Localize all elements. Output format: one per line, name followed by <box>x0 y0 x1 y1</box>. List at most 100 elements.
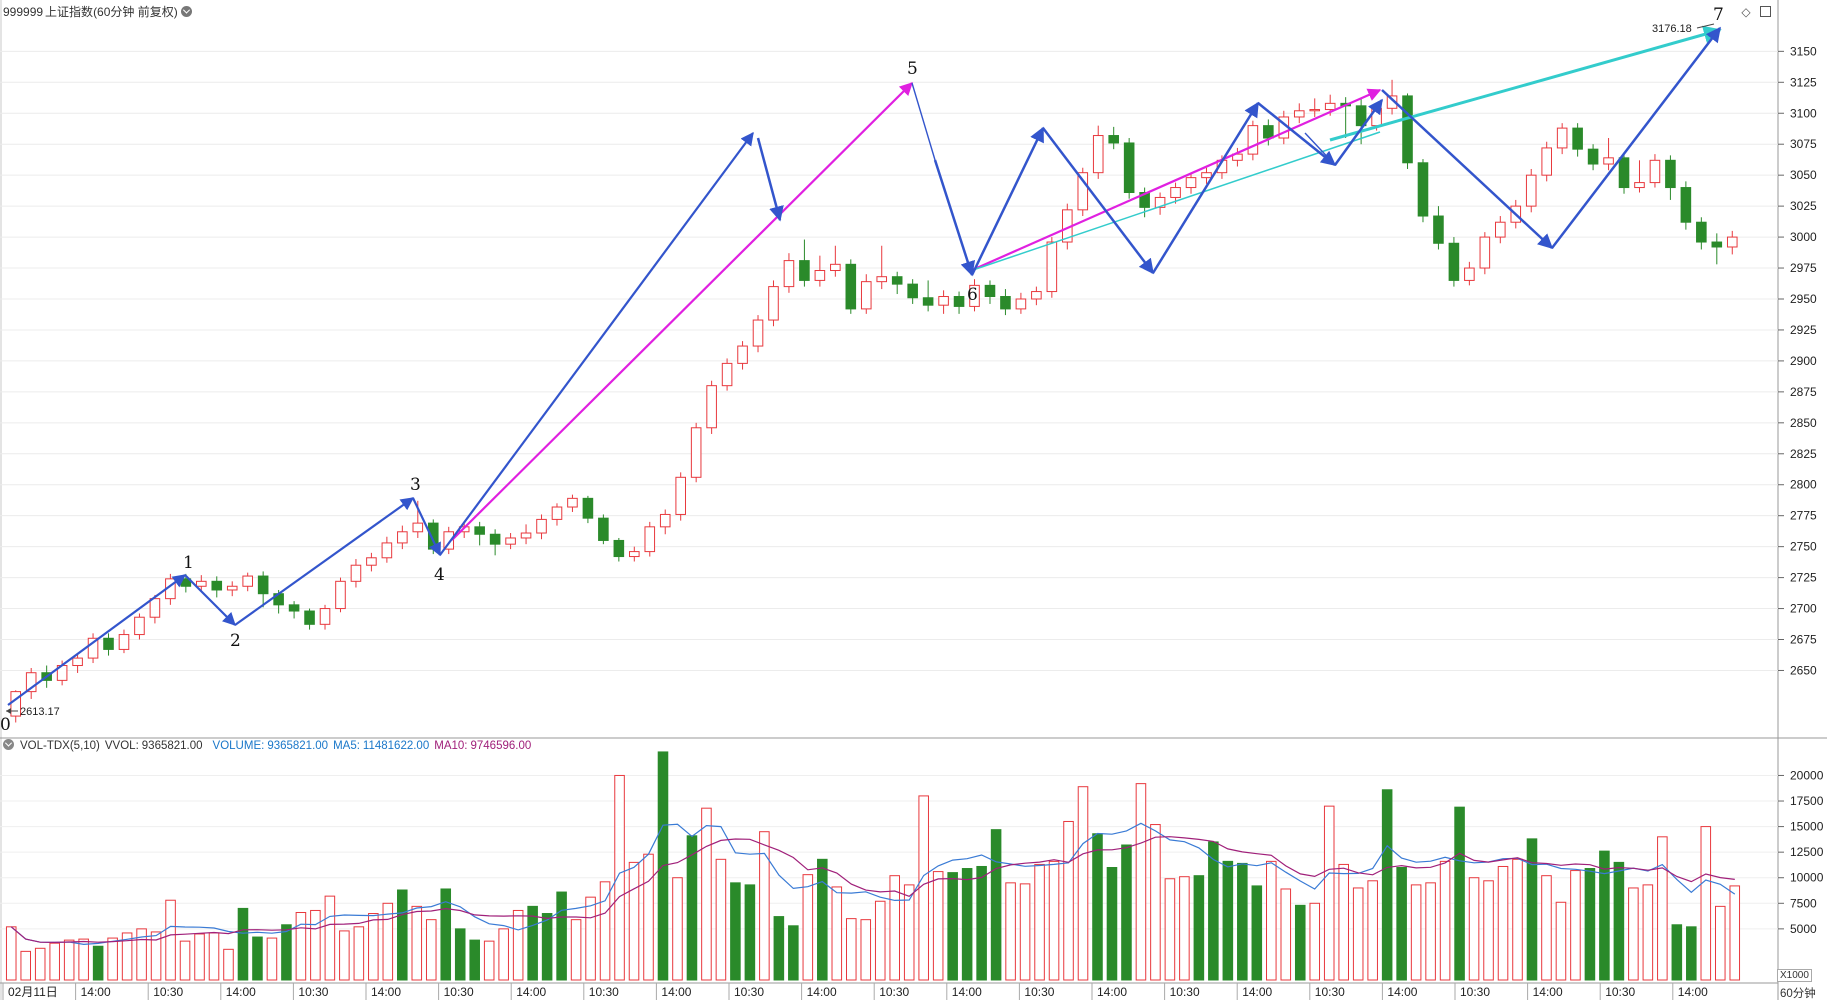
volume-bar <box>889 875 901 981</box>
candle-body <box>319 608 331 625</box>
wave-overlay <box>7 25 1722 706</box>
volume-bar <box>1294 904 1306 981</box>
candle-body <box>1247 125 1259 155</box>
volume-bar <box>1106 867 1118 981</box>
volume-bar <box>49 942 60 981</box>
volume-bar <box>1657 836 1668 981</box>
price-tick-label: 3100 <box>1790 106 1817 120</box>
candle-body <box>1077 172 1089 211</box>
price-tick-label: 3125 <box>1790 75 1817 89</box>
low-price-label: 2613.17 <box>20 706 60 718</box>
price-tick-label: 3150 <box>1790 44 1817 58</box>
candle-body <box>891 276 903 285</box>
indicator-name[interactable]: VOL-TDX(5,10) <box>20 740 100 752</box>
volume-bar <box>1483 880 1494 981</box>
volume-bar <box>1439 860 1451 981</box>
candle-body <box>659 513 671 528</box>
volume-bar <box>63 939 75 981</box>
volume-bar <box>990 829 1002 981</box>
candle-body <box>613 539 625 558</box>
price-tick-label: 3050 <box>1790 168 1817 182</box>
wave-labels: 0 1 2 3 4 5 6 7 <box>0 5 1724 735</box>
candle-body <box>1263 125 1274 139</box>
volume-bar <box>368 913 379 981</box>
volume-tick-label: 10000 <box>1790 871 1824 885</box>
volume-bar <box>932 871 944 981</box>
volume-bar <box>1309 902 1321 981</box>
candle-body <box>1587 148 1599 165</box>
volume-bar <box>1063 820 1074 981</box>
volume-bar <box>1193 875 1205 981</box>
time-tick-label: 14:00 <box>661 985 691 999</box>
candle-body <box>196 580 207 587</box>
candle-body <box>1324 102 1336 111</box>
volume-bar <box>20 950 32 981</box>
candle-body <box>938 296 949 306</box>
period-button[interactable]: 60分钟 <box>1780 988 1816 1000</box>
candle-body <box>1634 182 1645 189</box>
dropdown-circle-icon[interactable] <box>180 6 192 17</box>
volume-bar <box>1338 863 1349 981</box>
volume-bar <box>136 928 147 981</box>
volume-bar <box>643 853 654 981</box>
diamond-icon[interactable]: ◇ <box>1741 5 1751 19</box>
volume-bar <box>324 895 336 981</box>
volume-bar <box>281 924 292 981</box>
volume-bar <box>237 907 249 981</box>
volume-bar <box>1005 882 1016 981</box>
volume-bar <box>483 940 495 981</box>
candle-body <box>752 319 764 347</box>
candle-body <box>1139 192 1150 208</box>
volume-tick-label: 17500 <box>1790 794 1824 808</box>
price-tick-label: 2825 <box>1790 447 1817 461</box>
time-tick-label: 14:00 <box>371 985 401 999</box>
volume-bar <box>1034 863 1045 981</box>
candle-body <box>1154 196 1166 208</box>
volume-bar <box>614 774 625 981</box>
volume-bar <box>759 831 770 981</box>
volume-bar <box>1323 805 1335 981</box>
candle-body <box>845 263 857 310</box>
volume-bar <box>440 888 452 981</box>
indicator-menu-icon[interactable] <box>3 739 14 750</box>
volume-unit-label: X1000 <box>1777 969 1812 982</box>
candle-body <box>397 531 408 544</box>
price-tick-label: 2775 <box>1790 509 1817 523</box>
time-tick-label: 10:30 <box>1170 985 1200 999</box>
time-tick-label: 02月11日 <box>8 985 58 999</box>
candle-body <box>381 542 393 559</box>
candle-body <box>969 284 980 307</box>
candle-body <box>644 526 656 553</box>
volume-indicator-header: VOL-TDX(5,10) VVOL: 9365821.00 VOLUME: 93658… <box>3 739 537 752</box>
window-toggle-icon[interactable] <box>1760 6 1771 17</box>
volume-bar <box>194 933 205 981</box>
volume-bar <box>1526 838 1538 981</box>
volume-value: 9365821.00 <box>267 740 329 752</box>
volume-gridlines <box>0 774 1778 930</box>
time-tick-label: 10:30 <box>298 985 328 999</box>
volume-bar <box>744 884 756 981</box>
volume-bar <box>976 865 987 981</box>
volume-bar <box>1396 867 1407 981</box>
volume-bar <box>150 931 162 981</box>
candle-body <box>907 283 918 299</box>
time-tick-label: 10:30 <box>879 985 909 999</box>
candle-body <box>860 281 872 310</box>
time-tick-label: 14:00 <box>1678 985 1708 999</box>
candle-body <box>737 345 748 364</box>
volume-bar <box>1222 860 1234 981</box>
volume-tick-label: 7500 <box>1790 896 1817 910</box>
candle-body <box>288 604 300 612</box>
period-description: (60分钟 前复权) <box>93 5 178 19</box>
volume-tick-label: 15000 <box>1790 820 1824 834</box>
volume-bar <box>860 919 872 981</box>
time-tick-label: 14:00 <box>81 985 111 999</box>
candle-body <box>1618 157 1630 189</box>
candle-body <box>814 270 826 281</box>
candle-body <box>629 551 640 558</box>
time-tick-label: 10:30 <box>734 985 764 999</box>
volume-bar <box>1019 883 1031 981</box>
volume-bar <box>1150 824 1161 981</box>
